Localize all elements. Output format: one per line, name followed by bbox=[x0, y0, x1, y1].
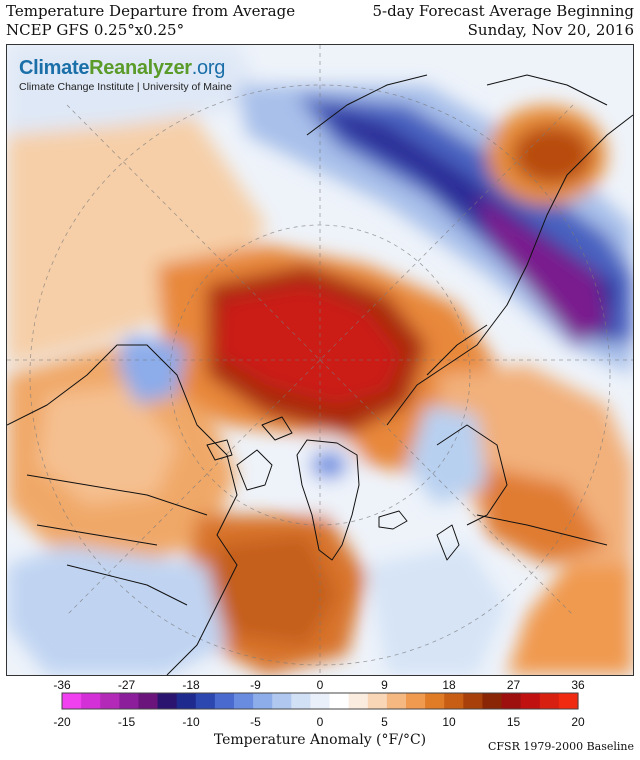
anomaly-map-graphic bbox=[7, 45, 633, 675]
fahrenheit-tick-label: 18 bbox=[442, 678, 456, 692]
legend-swatch bbox=[329, 693, 350, 709]
anomaly-map: ClimateReanalyzer.org Climate Change Ins… bbox=[6, 44, 634, 676]
celsius-tick-label: -20 bbox=[53, 715, 71, 729]
forecast-label: 5-day Forecast Average Beginning bbox=[372, 2, 634, 20]
legend-swatch bbox=[119, 693, 140, 709]
fahrenheit-tick-label: -27 bbox=[118, 678, 136, 692]
fahrenheit-tick-label: 0 bbox=[317, 678, 324, 692]
legend-swatch bbox=[81, 693, 101, 709]
legend-swatch bbox=[482, 693, 503, 709]
celsius-ticks: -20 -15 -10 -5 0 5 10 15 20 bbox=[53, 715, 585, 729]
logo-wordmark: ClimateReanalyzer.org bbox=[19, 57, 232, 80]
legend-bar-border bbox=[61, 692, 579, 710]
legend-swatch bbox=[386, 693, 407, 709]
legend-swatch bbox=[348, 693, 369, 709]
legend-swatch bbox=[195, 693, 216, 709]
legend-swatch bbox=[406, 693, 426, 709]
celsius-tick-label: 5 bbox=[381, 715, 388, 729]
legend-swatch bbox=[367, 693, 388, 709]
color-legend: -36 -27 -18 -9 0 9 18 27 36 -20 -15 -10 -5 0 5 10 15 20 … bbox=[0, 676, 640, 760]
logo-part-reanalyzer: Reanalyzer bbox=[89, 57, 192, 79]
celsius-tick-label: 0 bbox=[317, 715, 324, 729]
fahrenheit-ticks: -36 -27 -18 -9 0 9 18 27 36 bbox=[53, 678, 585, 692]
legend-swatch bbox=[444, 693, 464, 709]
header-left: Temperature Departure from Average NCEP … bbox=[6, 2, 295, 40]
legend-swatch bbox=[520, 693, 541, 709]
legend-swatch bbox=[62, 693, 82, 709]
legend-swatch bbox=[501, 693, 522, 709]
legend-swatch bbox=[425, 693, 445, 709]
legend-swatch bbox=[558, 693, 579, 709]
legend-swatch bbox=[100, 693, 120, 709]
fahrenheit-tick-label: -18 bbox=[182, 678, 200, 692]
logo-part-climate: Climate bbox=[19, 57, 90, 79]
legend-swatch bbox=[214, 693, 235, 709]
celsius-tick-label: 15 bbox=[507, 715, 521, 729]
legend-graphic: -36 -27 -18 -9 0 9 18 27 36 -20 -15 -10 -5 0 5 10 15 20 bbox=[53, 678, 585, 729]
celsius-tick-label: 20 bbox=[571, 715, 585, 729]
logo: ClimateReanalyzer.org Climate Change Ins… bbox=[19, 57, 232, 93]
celsius-tick-label: -15 bbox=[118, 715, 136, 729]
legend-swatch bbox=[272, 693, 292, 709]
celsius-tick-label: -10 bbox=[182, 715, 200, 729]
color-swatches bbox=[61, 692, 579, 710]
legend-swatch bbox=[310, 693, 331, 709]
map-title: Temperature Departure from Average bbox=[6, 2, 296, 20]
logo-part-org: .org bbox=[191, 57, 226, 79]
celsius-tick-label: 10 bbox=[442, 715, 456, 729]
legend-swatch bbox=[157, 693, 178, 709]
fahrenheit-tick-label: -36 bbox=[53, 678, 71, 692]
legend-swatch bbox=[291, 693, 312, 709]
logo-subtitle: Climate Change Institute | University of… bbox=[19, 81, 232, 93]
legend-swatch bbox=[176, 693, 197, 709]
celsius-tick-label: -5 bbox=[250, 715, 261, 729]
legend-title: Temperature Anomaly (°F/°C) bbox=[213, 732, 427, 748]
fahrenheit-tick-label: 36 bbox=[571, 678, 585, 692]
model-label: NCEP GFS 0.25°x0.25° bbox=[6, 21, 185, 39]
forecast-date: Sunday, Nov 20, 2016 bbox=[467, 21, 634, 39]
legend-swatch bbox=[234, 693, 254, 709]
legend-swatch bbox=[463, 693, 484, 709]
legend-swatch bbox=[539, 693, 560, 709]
fahrenheit-tick-label: -9 bbox=[250, 678, 261, 692]
fahrenheit-tick-label: 9 bbox=[381, 678, 388, 692]
legend-swatch bbox=[253, 693, 273, 709]
header-right: 5-day Forecast Average Beginning Sunday,… bbox=[372, 2, 634, 40]
legend-swatch bbox=[138, 693, 159, 709]
fahrenheit-tick-label: 27 bbox=[507, 678, 521, 692]
baseline-label: CFSR 1979-2000 Baseline bbox=[488, 740, 634, 753]
